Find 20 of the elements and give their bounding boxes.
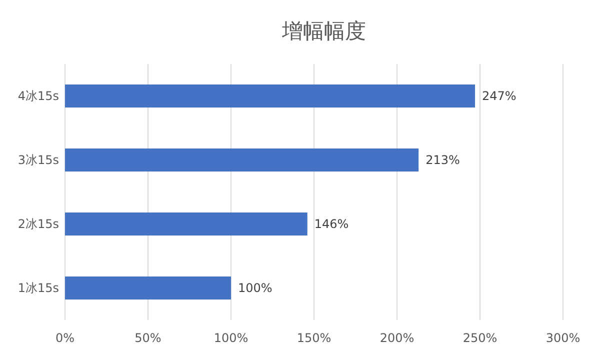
- bar: [65, 212, 308, 236]
- y-tick-label: 1冰15s: [18, 281, 59, 295]
- bar: [65, 148, 419, 172]
- bar: [65, 84, 476, 108]
- y-tick-label: 3冰15s: [18, 153, 59, 167]
- x-tick-label: 50%: [134, 331, 162, 345]
- chart-title: 增幅幅度: [281, 19, 366, 43]
- data-label: 146%: [314, 217, 349, 231]
- data-label: 100%: [238, 281, 272, 295]
- x-tick-label: 250%: [462, 331, 498, 345]
- x-tick-label: 100%: [214, 331, 248, 345]
- y-tick-label: 2冰15s: [18, 217, 59, 231]
- x-tick-label: 300%: [546, 331, 580, 345]
- x-tick-label: 200%: [380, 331, 414, 345]
- x-tick-label: 150%: [296, 331, 332, 345]
- x-tick-label: 0%: [55, 331, 75, 345]
- bar: [65, 276, 231, 300]
- data-label: 247%: [482, 89, 516, 103]
- data-label: 213%: [426, 153, 460, 167]
- y-tick-label: 4冰15s: [18, 89, 59, 103]
